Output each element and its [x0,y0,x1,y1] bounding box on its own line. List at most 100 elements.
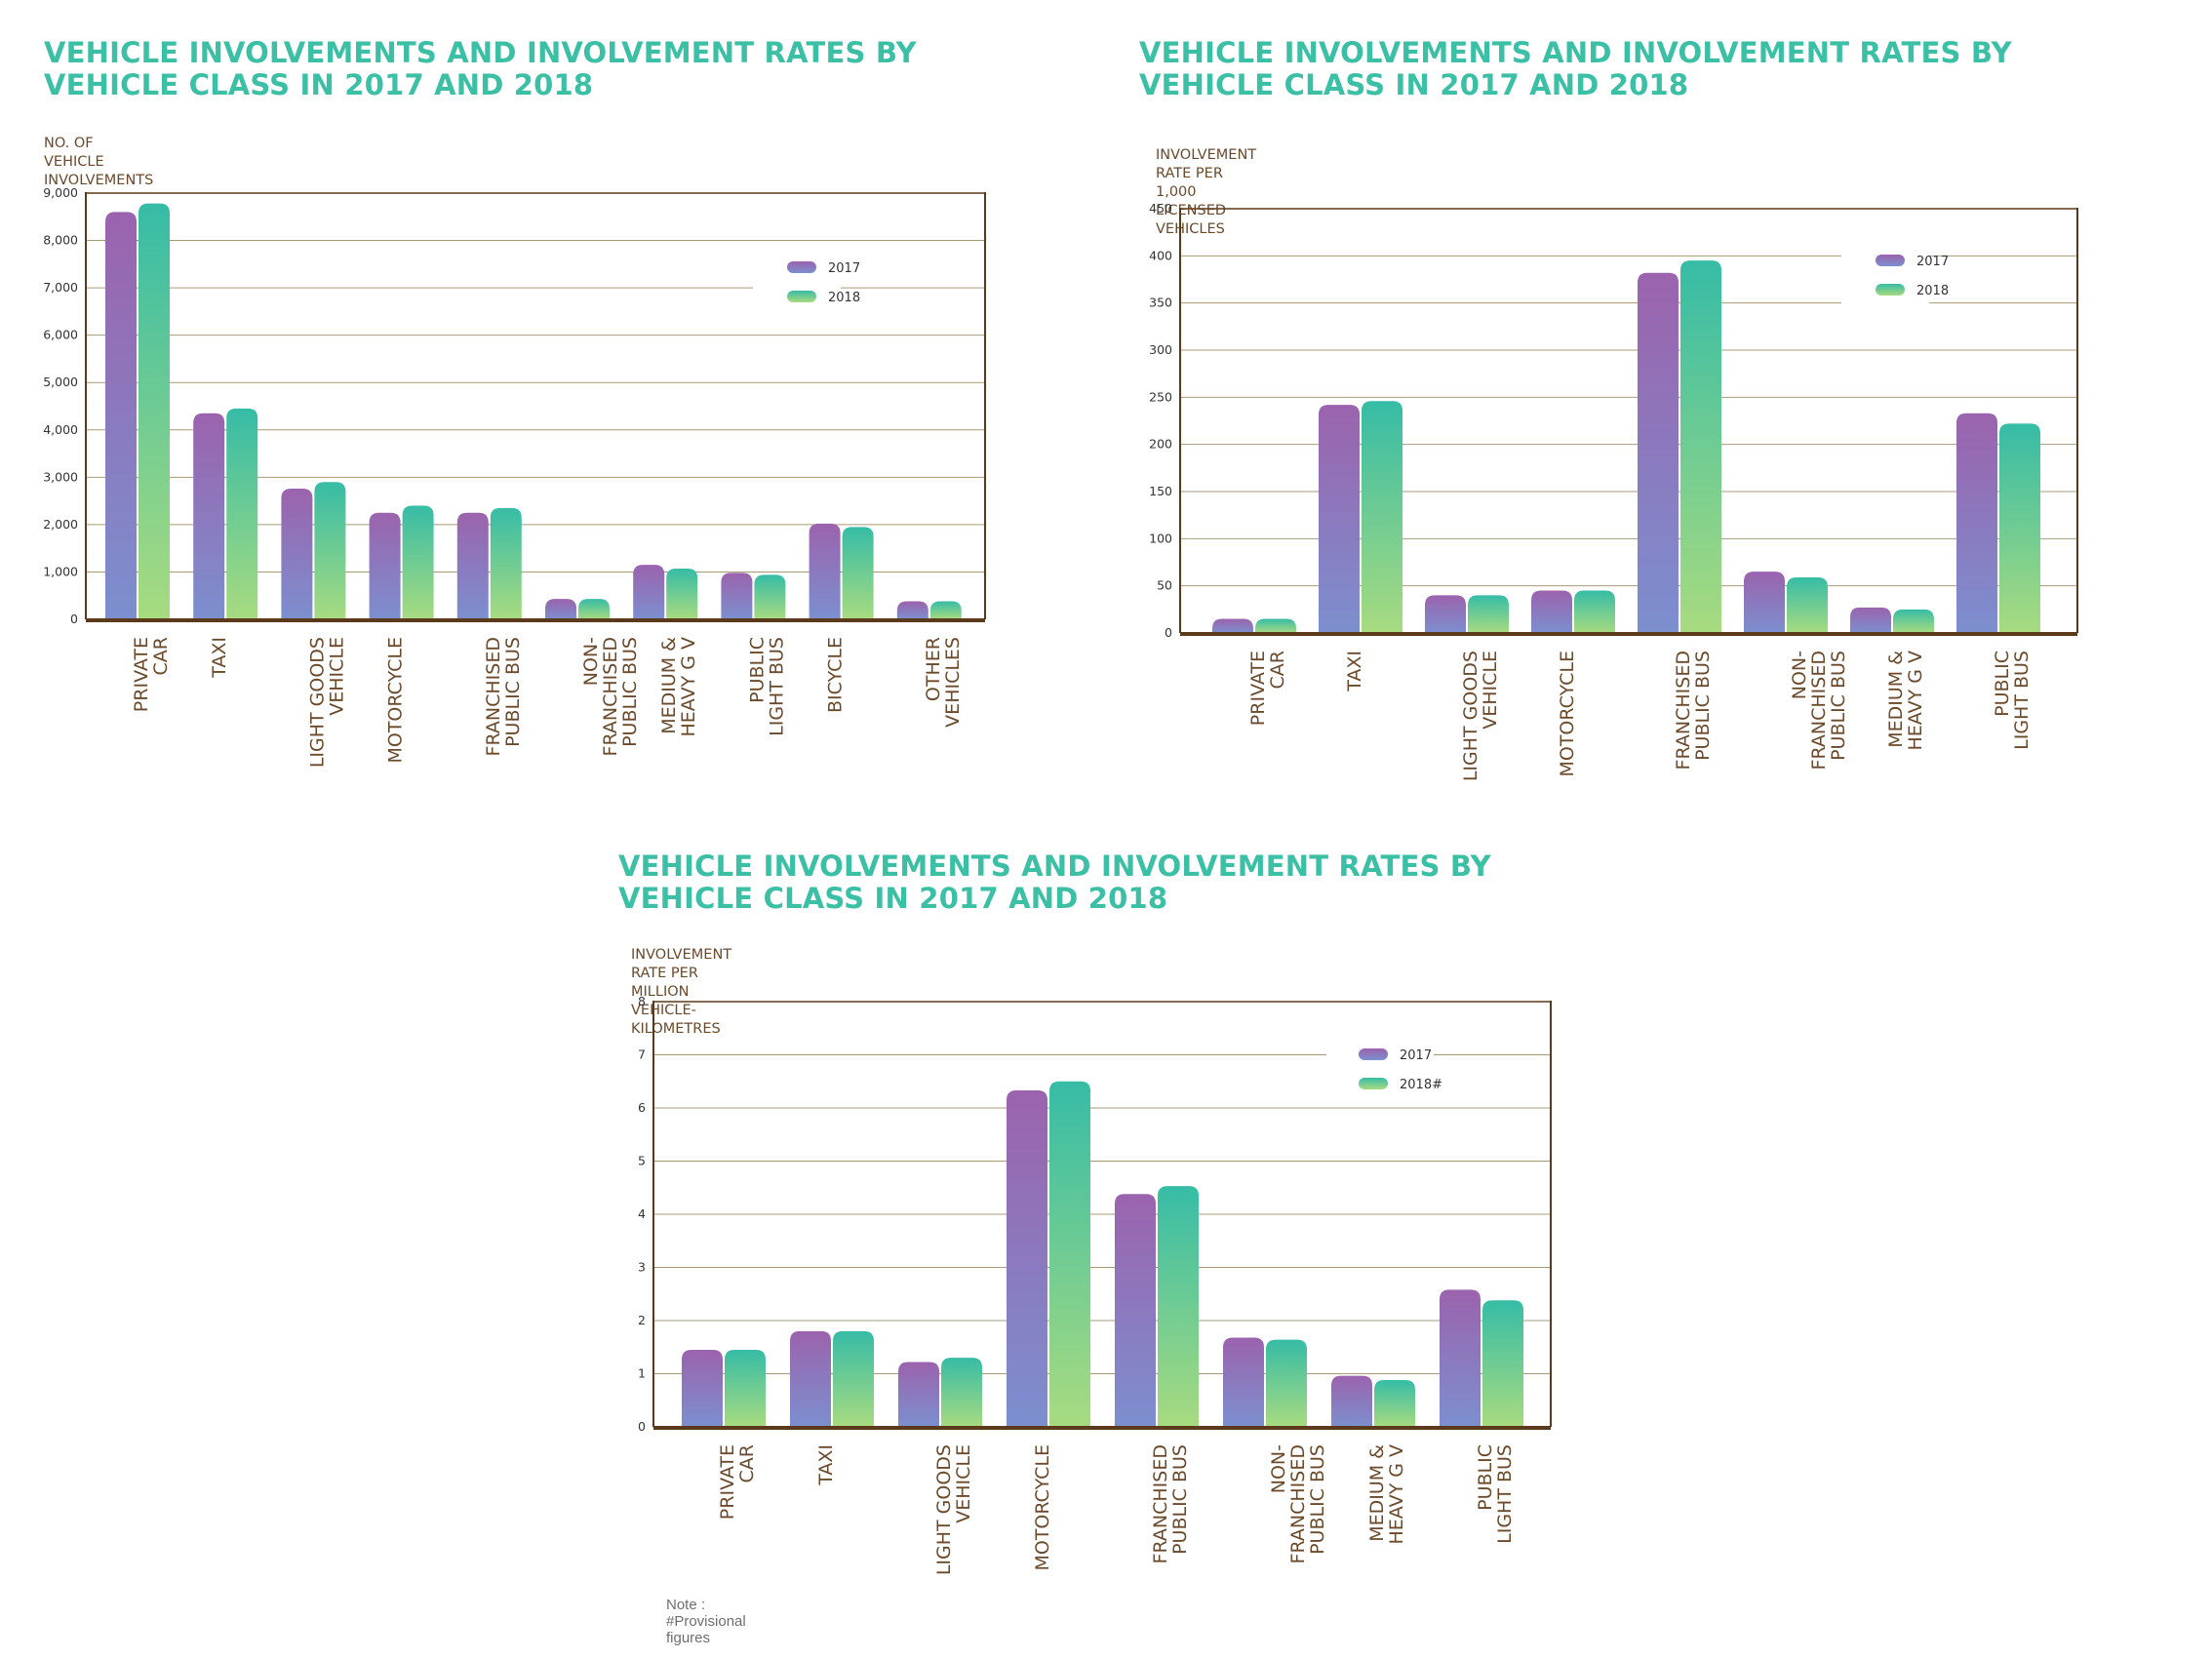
bar-series1 [1850,607,1891,633]
x-category-label: FRANCHISEDPUBLIC BUS [1673,651,1714,770]
y-tick-label: 5 [638,1154,646,1168]
bar-series1 [809,523,841,619]
x-category-label: PRIVATECAR [131,637,172,712]
y-tick-label: 4,000 [43,422,78,437]
bar-series2 [1362,401,1402,633]
x-category-label: PUBLICLIGHT BUS [746,637,787,736]
y-tick-label: 8,000 [43,233,78,248]
bar-series1 [682,1349,723,1427]
y-tick-label: 250 [1149,389,1172,404]
bar-series1 [1425,595,1466,633]
x-category-label: FRANCHISEDPUBLIC BUS [1150,1444,1191,1563]
bar-series1 [633,565,665,619]
bar-series1 [456,512,489,619]
y-tick-label: 150 [1149,484,1172,498]
bar-series2 [1255,618,1296,633]
legend-label-1: 2018# [1400,1078,1442,1092]
bar-series1 [105,212,137,619]
legend-label-0: 2017 [828,261,860,276]
bar-series2 [1893,609,1934,633]
bar-series1 [1331,1375,1372,1427]
y-tick-label: 100 [1149,531,1172,545]
bar-series2 [941,1358,982,1427]
x-category-label: TAXI [209,637,230,679]
x-category-label: FRANCHISEDPUBLIC BUS [483,637,524,756]
chart-title: VEHICLE INVOLVEMENTS AND INVOLVEMENT RAT… [618,849,1491,915]
y-tick-label: 0 [1165,625,1172,640]
bar-series1 [1319,405,1360,633]
bar-series1 [1744,572,1785,633]
bar-series1 [1223,1337,1264,1427]
y-tick-label: 400 [1149,248,1172,262]
bar-series1 [369,512,401,619]
bar-series1 [281,488,313,619]
y-tick-label: 5,000 [43,375,78,389]
bar-series2 [1999,423,2040,633]
bar-series2 [1049,1081,1090,1427]
bar-series2 [1374,1380,1415,1427]
bar-series2 [314,482,346,619]
bar-series1 [1115,1194,1156,1427]
bar-series2 [725,1349,766,1427]
y-tick-label: 200 [1149,437,1172,452]
bar-series2 [754,574,786,619]
bar-series2 [842,527,874,619]
chart-title: VEHICLE INVOLVEMENTS AND INVOLVEMENT RAT… [44,36,917,101]
y-tick-label: 450 [1149,201,1172,216]
bar-series1 [1956,413,1997,633]
y-tick-label: 2 [638,1313,646,1327]
y-axis-label: INVOLVEMENT RATE PER 1,000 LICENSED VEHI… [1156,147,1257,237]
bar-series2 [1468,595,1509,633]
x-category-label: OTHERVEHICLES [923,637,964,728]
y-tick-label: 4 [638,1206,646,1221]
legend-swatch-1 [1876,284,1905,296]
x-category-label: NON-FRANCHISEDPUBLIC BUS [1268,1444,1328,1563]
y-tick-label: 7 [638,1047,646,1062]
x-category-label: MOTORCYCLE [1557,651,1578,777]
legend-label-1: 2018 [828,291,860,305]
y-tick-label: 9,000 [43,185,78,200]
legend-label-0: 2017 [1916,255,1949,269]
x-category-label: NON-FRANCHISEDPUBLIC BUS [1789,651,1849,770]
y-tick-label: 300 [1149,342,1172,357]
x-category-label: MEDIUM &HEAVY G V [1885,651,1926,751]
y-tick-label: 3 [638,1260,646,1275]
bar-series2 [226,408,258,619]
x-category-label: TAXI [1344,651,1365,692]
legend-swatch-0 [787,261,816,273]
bar-series2 [578,599,610,619]
provisional-note: Note : #Provisional figures [666,1597,746,1646]
chart-title: VEHICLE INVOLVEMENTS AND INVOLVEMENT RAT… [1139,36,2012,101]
bar-series2 [1158,1186,1199,1427]
bar-series1 [1440,1289,1481,1427]
x-category-label: NON-FRANCHISEDPUBLIC BUS [580,637,641,756]
y-axis-label: NO. OF VEHICLE INVOLVEMENTS [44,136,154,188]
y-tick-label: 7,000 [43,280,78,295]
x-category-label: MOTORCYCLE [385,637,407,764]
y-tick-label: 8 [638,994,646,1008]
legend-label-1: 2018 [1916,284,1949,298]
x-category-label: MEDIUM &HEAVY G V [1366,1444,1407,1545]
bar-series2 [1787,576,1828,633]
x-category-label: TAXI [815,1444,837,1486]
x-category-label: MEDIUM &HEAVY G V [658,637,699,737]
y-tick-label: 1 [638,1366,646,1381]
x-category-label: PRIVATECAR [717,1444,758,1520]
legend-label-0: 2017 [1400,1048,1432,1063]
bar-series1 [896,601,928,619]
x-category-label: PUBLICLIGHT BUS [1992,651,2033,750]
bar-series1 [898,1362,939,1427]
bar-series2 [1482,1300,1523,1427]
x-category-label: PUBLICLIGHT BUS [1475,1444,1516,1544]
y-tick-label: 6,000 [43,328,78,342]
y-tick-label: 6 [638,1100,646,1115]
bar-series2 [929,601,962,619]
x-category-label: MOTORCYCLE [1032,1444,1053,1571]
y-tick-label: 3,000 [43,469,78,484]
bar-series1 [790,1330,831,1427]
bar-series1 [1212,618,1253,633]
bar-series1 [1007,1090,1047,1427]
bar-series2 [1266,1339,1307,1427]
